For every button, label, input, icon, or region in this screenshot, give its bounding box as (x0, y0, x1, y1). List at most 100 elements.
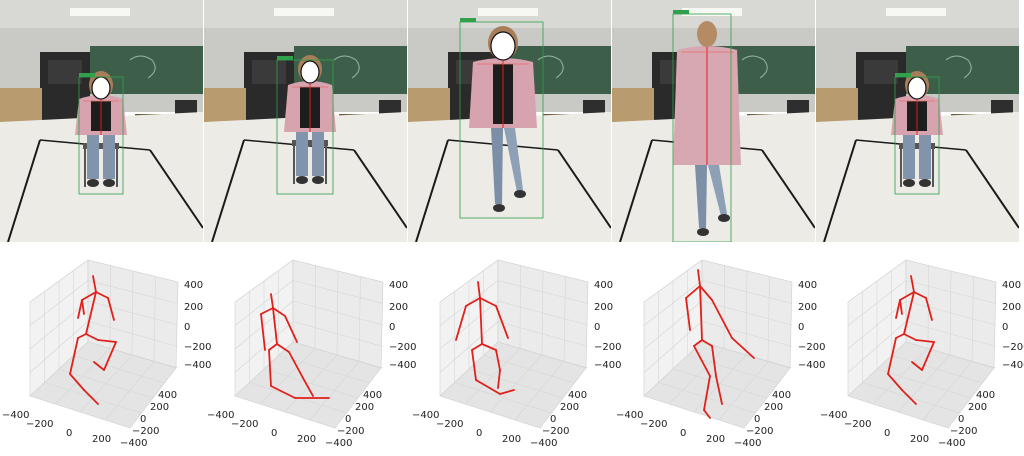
floor (816, 112, 1019, 242)
grid-line (336, 270, 339, 356)
x-tick-label: 200 (297, 434, 316, 445)
jeans-leg (87, 135, 99, 179)
video-frame (204, 0, 407, 242)
chalk-scribble (537, 55, 564, 79)
face-mask (490, 31, 516, 61)
x-tick-label: −400 (616, 410, 643, 421)
x-tick-label: 0 (271, 428, 277, 439)
shoe (296, 176, 308, 184)
x-tick-label: 0 (476, 428, 482, 439)
grid-line (73, 355, 165, 384)
skeleton-bone (685, 297, 691, 331)
video-frames-row (0, 0, 1019, 242)
x-tick-label: 0 (66, 428, 72, 439)
z-tick-label: 200 (1002, 302, 1021, 313)
shoe (718, 214, 730, 222)
x-tick-label: 200 (502, 434, 521, 445)
floor (408, 112, 611, 242)
grid-line (58, 368, 154, 399)
z-tick-label: 0 (184, 322, 190, 333)
jeans-leg (903, 135, 915, 179)
z-tick-label: −200 (798, 342, 825, 353)
skeleton-bone (895, 333, 905, 339)
skeleton-bone (85, 333, 99, 341)
grid-line (876, 368, 972, 399)
video-frame (612, 0, 815, 242)
x-tick-label: −200 (436, 419, 463, 430)
skeleton-bone (81, 291, 97, 301)
chalk-scribble (333, 55, 360, 79)
grid-line (292, 321, 384, 347)
grid-line (718, 361, 769, 421)
grid-line (745, 270, 748, 356)
bounding-box (78, 76, 124, 195)
z-tick-label: −200 (184, 342, 211, 353)
grid-line (563, 276, 566, 362)
chalk-scribble (129, 55, 156, 79)
y-tick-label: −400 (734, 438, 761, 449)
grid-line (905, 321, 997, 347)
skeleton-bone (913, 291, 927, 299)
z-tick-label: 0 (389, 322, 395, 333)
face-mask (907, 76, 927, 100)
z-tick-label: −200 (1002, 342, 1024, 353)
grid-line (922, 361, 973, 421)
skeleton-bone (77, 299, 83, 319)
grid-line (723, 265, 725, 349)
hair (697, 21, 717, 47)
z-tick-label: −400 (1002, 360, 1024, 371)
bounding-box (672, 13, 732, 242)
y-tick-label: 200 (764, 402, 783, 413)
grid-line (687, 355, 779, 384)
grid-line (358, 276, 361, 362)
skeleton-bone (901, 389, 917, 405)
skeleton-bone (497, 369, 501, 389)
face-mask (91, 76, 111, 100)
y-tick-label: −400 (325, 438, 352, 449)
y-tick-label: 200 (355, 402, 374, 413)
grid-line (468, 368, 564, 399)
frame-canvas (612, 0, 815, 242)
skeleton-bone (910, 275, 915, 293)
skeleton-bone (95, 291, 109, 299)
x-tick-label: −200 (26, 419, 53, 430)
ceiling-light (274, 8, 334, 16)
shoe (697, 228, 709, 236)
skeleton-bone (69, 337, 79, 375)
skeleton-bone (925, 297, 933, 321)
y-tick-label: 0 (140, 414, 146, 425)
frame-canvas (816, 0, 1019, 242)
skeleton-bone (270, 293, 274, 309)
floor-tape-right (965, 149, 1019, 229)
plot-canvas: 4002000−200−400−400−20002004002000−200−4… (2, 259, 211, 449)
grid-line (87, 300, 179, 326)
jeans-leg (491, 128, 503, 204)
z-tick-label: −200 (389, 342, 416, 353)
skeleton-bone (911, 361, 923, 371)
grid-line (701, 341, 793, 369)
skeleton-bone (475, 379, 501, 395)
pose-3d-plot: 4002000−200−400−400−20002004002000−200−4… (818, 246, 1024, 456)
grid-line (497, 321, 589, 347)
y-tick-label: −200 (542, 426, 569, 437)
skeleton-bone (260, 313, 266, 351)
skeleton-bone (260, 307, 274, 315)
ceiling-light (478, 8, 538, 16)
bounding-box-tag (895, 73, 911, 77)
floor-tape-left (619, 139, 653, 242)
skeleton-bone (903, 291, 915, 335)
y-tick-label: −200 (337, 426, 364, 437)
bounding-box-tag (673, 10, 689, 14)
x-tick-label: −200 (640, 419, 667, 430)
frame-canvas (204, 0, 407, 242)
skeleton-bone (701, 339, 713, 347)
z-tick-label: 0 (594, 322, 600, 333)
x-tick-label: 0 (884, 428, 890, 439)
chair-seat (292, 140, 328, 146)
y-tick-label: −200 (950, 426, 977, 437)
plot-canvas: 4002000−200−400−400−20002004002000−200−4… (207, 259, 416, 449)
shoe (903, 179, 915, 187)
z-tick-label: 200 (798, 302, 817, 313)
grid-line (87, 341, 179, 369)
